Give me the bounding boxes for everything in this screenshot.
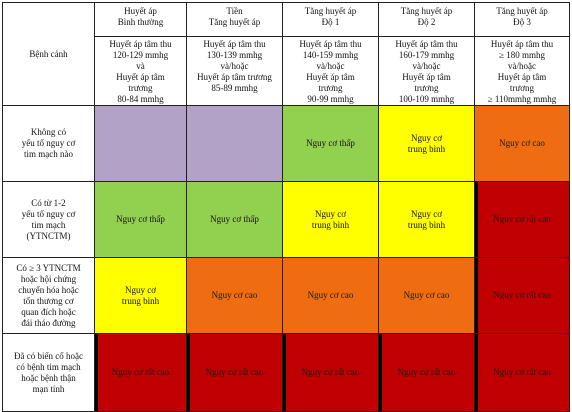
range-normal: Huyết áp tâm thu 120-129 mmhg và Huyết á… [94,36,187,106]
risk-cell: Nguy cơ rất cao [474,333,570,412]
risk-cell: Nguy cơ cao [474,105,570,182]
risk-cell: Nguy cơ thấp [94,181,187,258]
column-header-grade-2: Tăng huyết áp Độ 2 [378,2,475,37]
row-label-established-disease: Đã có biến cố hoặc có bệnh tim mạch hoặc… [2,333,95,412]
table-row: Có ≥ 3 YTNCTM hoặc hội chứng chuyển hóa … [2,257,570,334]
risk-cell: Nguy cơ rất cao [282,333,379,412]
row-label-1-2-risk-factors: Có từ 1-2 yếu tố nguy cơ tim mạch (YTNCT… [2,181,95,258]
row-label-3-plus-risk-factors: Có ≥ 3 YTNCTM hoặc hội chứng chuyển hóa … [2,257,95,334]
risk-cell: Nguy cơ trung bình [94,257,187,334]
corner-label: Bệnh cảnh [29,48,68,59]
risk-cell: Nguy cơ cao [378,257,475,334]
range-grade-3: Huyết áp tâm thu ≥ 180 mmhg và/hoặc Huyế… [474,36,570,106]
risk-cell: Nguy cơ rất cao [474,181,570,258]
risk-cell: Nguy cơ cao [186,257,283,334]
corner-header: Bệnh cảnh [2,2,95,106]
risk-cell [94,105,187,182]
risk-cell [186,105,283,182]
range-grade-2: Huyết áp tâm thu 160-179 mmhg và/hoặc Hu… [378,36,475,106]
risk-cell: Nguy cơ rất cao [94,333,187,412]
risk-cell: Nguy cơ rất cao [378,333,475,412]
risk-cell: Nguy cơ thấp [282,105,379,182]
column-header-grade-1: Tăng huyết áp Độ 1 [282,2,379,37]
range-grade-1: Huyết áp tâm thu 140-159 mmhg và/hoặc Hu… [282,36,379,106]
row-label-no-risk-factors: Không có yếu tố nguy cơ tim mạch nào [2,105,95,182]
table-row: Đã có biến cố hoặc có bệnh tim mạch hoặc… [2,333,570,412]
table-row: Không có yếu tố nguy cơ tim mạch nào Ngu… [2,105,570,182]
range-prehypertension: Huyết áp tâm thu 130-139 mmhg và/hoặc Hu… [186,36,283,106]
risk-cell: Nguy cơ trung bình [282,181,379,258]
column-header-prehypertension: Tiền Tăng huyết áp [186,2,283,37]
risk-cell: Nguy cơ rất cao [186,333,283,412]
column-header-normal: Huyết áp Bình thường [94,2,187,37]
column-header-grade-3: Tăng huyết áp Độ 3 [474,2,570,37]
table-row: Có từ 1-2 yếu tố nguy cơ tim mạch (YTNCT… [2,181,570,258]
risk-cell: Nguy cơ thấp [186,181,283,258]
risk-cell: Nguy cơ cao [282,257,379,334]
risk-cell: Nguy cơ trung bình [378,181,475,258]
risk-cell: Nguy cơ trung bình [378,105,475,182]
risk-cell: Nguy cơ rất cao [474,257,570,334]
